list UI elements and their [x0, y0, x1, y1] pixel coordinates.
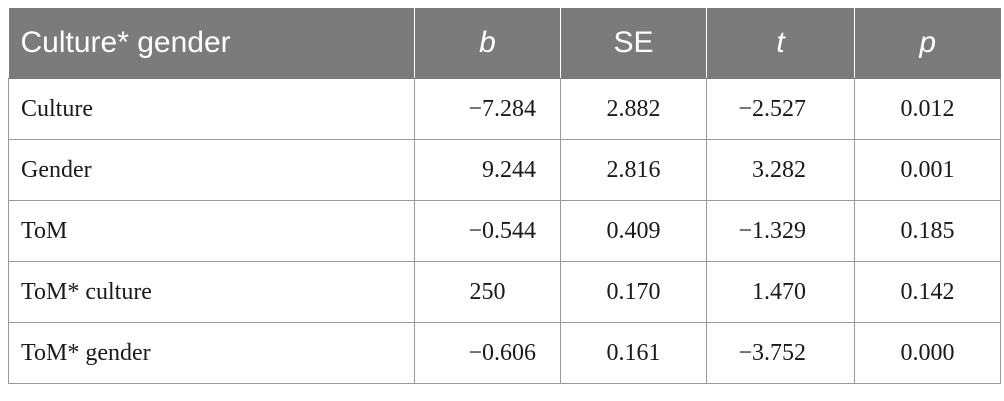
cell-se: 2.816: [560, 139, 707, 201]
cell-b: 9.244: [414, 139, 561, 201]
cell-se: 2.882: [560, 78, 707, 140]
row-label: ToM* gender: [8, 322, 415, 384]
cell-se: 0.409: [560, 200, 707, 262]
cell-t: 1.470: [706, 261, 855, 323]
cell-p: 0.012: [854, 78, 1001, 140]
header-se: SE: [560, 8, 707, 79]
header-p: p: [854, 8, 1001, 79]
regression-table-container: Culture* gender b SE t p Culture −7.284 …: [8, 8, 1001, 384]
header-t: t: [706, 8, 855, 79]
row-label: Culture: [8, 78, 415, 140]
table-row: ToM −0.544 0.409 −1.329 0.185: [8, 200, 1001, 262]
cell-p: 0.185: [854, 200, 1001, 262]
cell-b: 250: [414, 261, 561, 323]
cell-t: 3.282: [706, 139, 855, 201]
row-label: ToM: [8, 200, 415, 262]
cell-p: 0.142: [854, 261, 1001, 323]
cell-b: −0.606: [414, 322, 561, 384]
table-row: ToM* culture 250 0.170 1.470 0.142: [8, 261, 1001, 323]
cell-se: 0.170: [560, 261, 707, 323]
table-row: ToM* gender −0.606 0.161 −3.752 0.000: [8, 322, 1001, 384]
cell-t: −1.329: [706, 200, 855, 262]
row-label: ToM* culture: [8, 261, 415, 323]
cell-b: −7.284: [414, 78, 561, 140]
header-predictor: Culture* gender: [8, 8, 415, 79]
cell-t: −2.527: [706, 78, 855, 140]
cell-p: 0.001: [854, 139, 1001, 201]
cell-se: 0.161: [560, 322, 707, 384]
table-row: Culture −7.284 2.882 −2.527 0.012: [8, 78, 1001, 140]
row-label: Gender: [8, 139, 415, 201]
cell-p: 0.000: [854, 322, 1001, 384]
table-row: Gender 9.244 2.816 3.282 0.001: [8, 139, 1001, 201]
regression-table: Culture* gender b SE t p Culture −7.284 …: [8, 8, 1001, 384]
header-b: b: [414, 8, 561, 79]
cell-b: −0.544: [414, 200, 561, 262]
cell-t: −3.752: [706, 322, 855, 384]
table-header-row: Culture* gender b SE t p: [8, 8, 1001, 79]
